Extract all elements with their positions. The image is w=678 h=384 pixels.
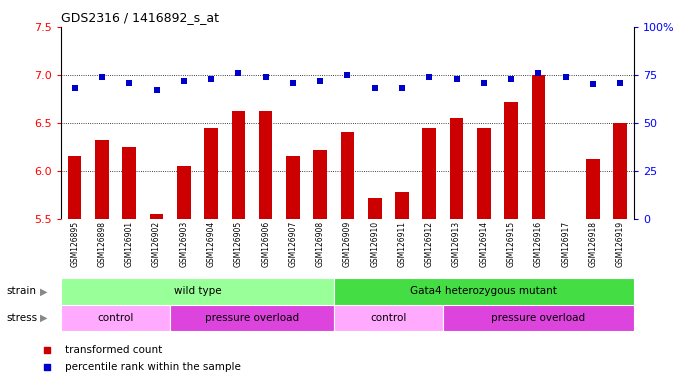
Bar [334,278,634,305]
Text: GSM126913: GSM126913 [452,221,461,267]
Text: GSM126915: GSM126915 [506,221,516,267]
Text: GSM126901: GSM126901 [125,221,134,267]
Point [315,78,325,84]
Bar [123,147,136,219]
Text: GSM126918: GSM126918 [589,221,597,266]
Bar [504,102,518,219]
Point [287,79,298,86]
Bar [340,132,355,219]
Bar [150,214,163,219]
Text: GSM126909: GSM126909 [343,221,352,267]
Text: wild type: wild type [174,286,221,296]
Text: GSM126911: GSM126911 [397,221,407,266]
Text: ▶: ▶ [40,286,48,296]
Point [479,79,490,86]
Point [124,79,135,86]
Point [342,72,353,78]
Text: GSM126919: GSM126919 [616,221,625,267]
Text: percentile rank within the sample: percentile rank within the sample [64,362,241,372]
Text: GSM126895: GSM126895 [70,221,79,267]
Bar [477,127,491,219]
Text: GSM126916: GSM126916 [534,221,543,267]
Bar [395,192,409,219]
Bar [68,157,81,219]
Point [560,74,571,80]
Bar [177,166,191,219]
Text: GSM126906: GSM126906 [261,221,270,267]
Text: GSM126902: GSM126902 [152,221,161,267]
Point [178,78,189,84]
Text: GDS2316 / 1416892_s_at: GDS2316 / 1416892_s_at [61,11,219,24]
Text: transformed count: transformed count [64,345,162,355]
Text: GSM126904: GSM126904 [207,221,216,267]
Text: GSM126910: GSM126910 [370,221,379,267]
Point [328,110,339,116]
Text: strain: strain [7,286,37,296]
Text: GSM126917: GSM126917 [561,221,570,267]
Text: GSM126907: GSM126907 [288,221,298,267]
Point [205,76,216,82]
Bar [259,111,273,219]
Text: GSM126905: GSM126905 [234,221,243,267]
Text: pressure overload: pressure overload [492,313,586,323]
Point [233,70,244,76]
Point [151,87,162,93]
Text: ▶: ▶ [40,313,48,323]
Bar [422,127,436,219]
Bar [614,123,627,219]
Text: GSM126912: GSM126912 [425,221,434,266]
Bar [95,140,108,219]
Point [506,76,517,82]
Bar [443,305,634,331]
Bar [204,127,218,219]
Bar [231,111,245,219]
Bar [450,118,464,219]
Text: GSM126898: GSM126898 [98,221,106,266]
Bar [170,305,334,331]
Bar [368,198,382,219]
Bar [61,305,170,331]
Text: GSM126908: GSM126908 [316,221,325,267]
Point [69,85,80,91]
Point [424,74,435,80]
Bar [286,157,300,219]
Point [397,85,407,91]
Point [588,81,599,88]
Point [451,76,462,82]
Bar [61,278,334,305]
Bar [532,75,545,219]
Text: control: control [98,313,134,323]
Bar [313,150,327,219]
Text: pressure overload: pressure overload [205,313,299,323]
Point [96,74,107,80]
Text: GSM126914: GSM126914 [479,221,488,267]
Text: GSM126903: GSM126903 [179,221,188,267]
Point [328,267,339,273]
Text: control: control [370,313,407,323]
Text: Gata4 heterozygous mutant: Gata4 heterozygous mutant [410,286,557,296]
Point [615,79,626,86]
Text: stress: stress [7,313,38,323]
Point [533,70,544,76]
Bar [334,305,443,331]
Point [370,85,380,91]
Point [260,74,271,80]
Bar [586,159,600,219]
